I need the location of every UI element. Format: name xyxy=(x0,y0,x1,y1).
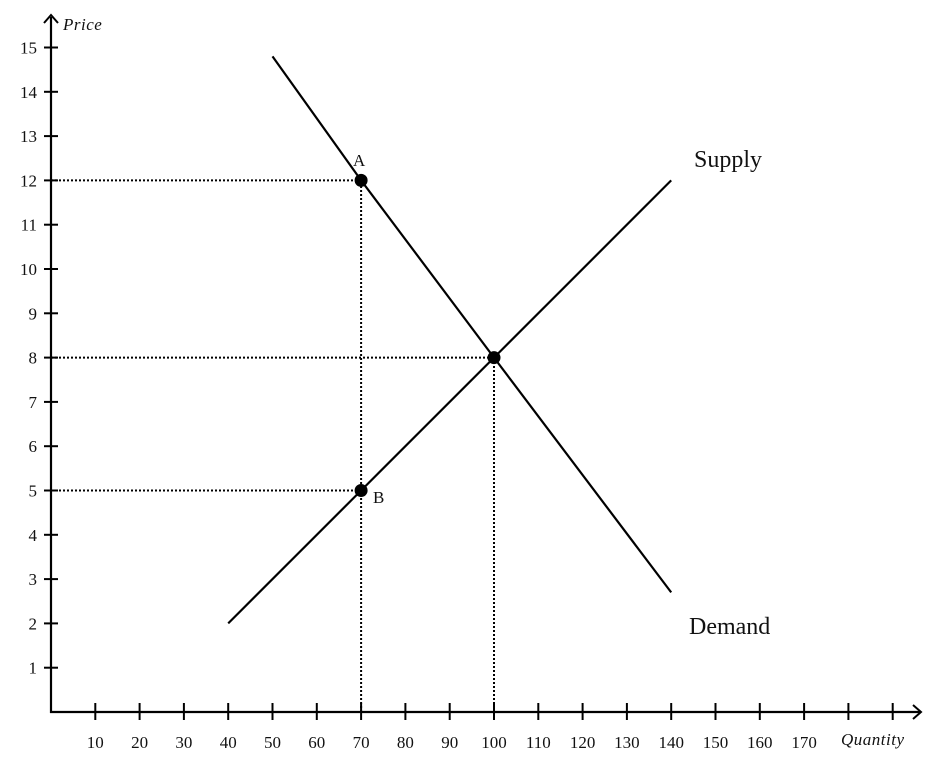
y-tick-label: 12 xyxy=(20,171,37,190)
x-tick-label: 150 xyxy=(703,733,729,752)
y-tick-label: 10 xyxy=(20,260,37,279)
x-tick-label: 170 xyxy=(791,733,817,752)
y-tick-label: 11 xyxy=(21,216,37,235)
x-tick-label: 20 xyxy=(131,733,148,752)
y-tick-label: 15 xyxy=(20,39,37,58)
y-tick-label: 9 xyxy=(29,304,38,323)
x-ticks: 10 20 30 40 50 60 70 80 90 100 110 120 130 140 150 160 1… xyxy=(87,703,894,752)
equilibrium-point xyxy=(487,351,501,365)
y-axis-arrow-icon xyxy=(43,13,59,24)
x-tick-label: 100 xyxy=(481,733,507,752)
x-axis-title: Quantity xyxy=(841,730,905,749)
x-axis-arrow-icon xyxy=(912,704,923,720)
y-tick-label: 13 xyxy=(20,127,37,146)
y-tick-label: 7 xyxy=(29,393,38,412)
y-tick-label: 2 xyxy=(29,614,38,633)
reference-lines xyxy=(51,179,495,712)
point-a xyxy=(354,173,368,187)
y-tick-label: 5 xyxy=(29,482,38,501)
point-a-label: A xyxy=(353,151,366,170)
x-tick-label: 50 xyxy=(264,733,281,752)
point-b-label: B xyxy=(373,488,384,507)
axes xyxy=(43,13,923,720)
y-tick-label: 1 xyxy=(29,659,38,678)
y-tick-label: 6 xyxy=(29,437,38,456)
x-tick-label: 140 xyxy=(658,733,684,752)
point-b xyxy=(354,484,368,497)
x-tick-label: 60 xyxy=(308,733,325,752)
x-tick-label: 70 xyxy=(353,733,370,752)
data-points xyxy=(354,173,501,497)
x-tick-label: 130 xyxy=(614,733,640,752)
demand-curve xyxy=(271,55,673,594)
x-tick-label: 120 xyxy=(570,733,596,752)
x-tick-label: 90 xyxy=(441,733,458,752)
y-tick-label: 4 xyxy=(29,526,38,545)
curves xyxy=(227,55,673,625)
y-tick-label: 14 xyxy=(20,83,38,102)
y-axis-title: Price xyxy=(62,15,102,34)
supply-curve xyxy=(227,179,672,625)
demand-label: Demand xyxy=(689,614,770,640)
y-tick-label: 8 xyxy=(29,349,38,368)
x-tick-label: 30 xyxy=(175,733,192,752)
x-tick-label: 40 xyxy=(220,733,237,752)
y-tick-label: 3 xyxy=(29,570,38,589)
supply-label: Supply xyxy=(694,147,762,173)
x-tick-label: 160 xyxy=(747,733,773,752)
x-tick-label: 110 xyxy=(526,733,551,752)
x-tick-label: 80 xyxy=(397,733,414,752)
x-tick-label: 10 xyxy=(87,733,104,752)
